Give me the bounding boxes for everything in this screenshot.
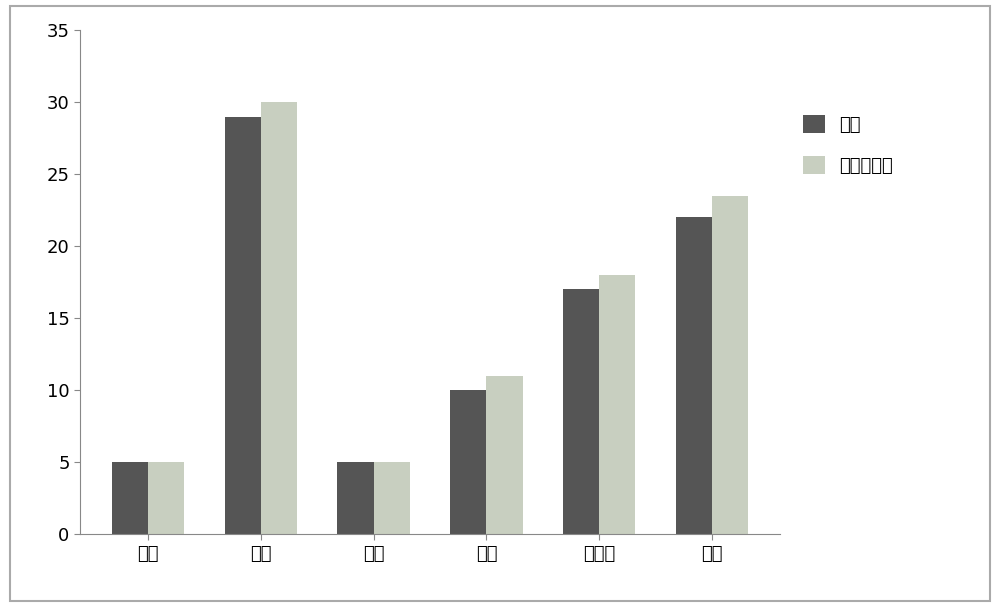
Bar: [337, 462, 374, 534]
Bar: [676, 217, 712, 534]
Bar: [563, 290, 599, 534]
Bar: [261, 103, 297, 534]
Bar: [712, 196, 748, 534]
Bar: [112, 462, 148, 534]
Legend: 空白, 罗汉果浸膏: 空白, 罗汉果浸膏: [803, 115, 893, 175]
Bar: [450, 390, 486, 534]
Bar: [225, 117, 261, 534]
Bar: [599, 275, 635, 534]
Bar: [148, 462, 184, 534]
Bar: [374, 462, 410, 534]
Bar: [486, 376, 523, 534]
